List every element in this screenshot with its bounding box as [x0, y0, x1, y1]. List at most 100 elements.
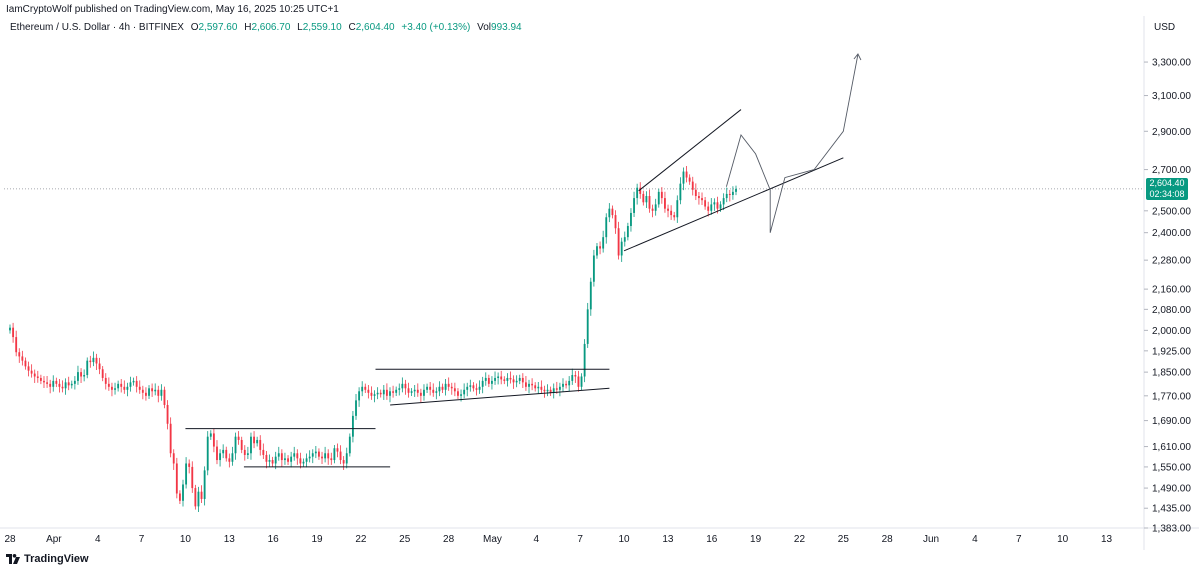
- candle-body: [287, 458, 289, 462]
- candle-body: [636, 187, 639, 199]
- candle-body: [36, 376, 39, 378]
- candle-body: [222, 449, 225, 454]
- candle-body: [27, 366, 30, 371]
- candle-body: [568, 380, 571, 386]
- candle-body: [15, 337, 18, 353]
- candle-body: [55, 380, 58, 384]
- candle-body: [611, 208, 614, 216]
- candle-body: [506, 377, 509, 381]
- candle-body: [268, 460, 271, 462]
- candle-body: [577, 376, 580, 387]
- candle-body: [599, 246, 601, 249]
- projection-arrow-head: [853, 53, 862, 61]
- y-tick-label: 2,700.00: [1152, 165, 1191, 176]
- candle-body: [114, 388, 116, 390]
- candle-body: [694, 189, 697, 197]
- candle-body: [382, 389, 385, 395]
- candle-body: [237, 436, 240, 440]
- candle-body: [49, 383, 52, 387]
- candle-body: [475, 388, 478, 390]
- x-tick-label: 4: [972, 534, 978, 545]
- candle-body: [457, 391, 459, 396]
- candle-body: [716, 202, 719, 209]
- candle-body: [305, 458, 308, 462]
- candle-body: [73, 380, 76, 384]
- candle-body: [478, 386, 481, 390]
- y-tick-label: 1,435.00: [1152, 504, 1191, 515]
- candle-body: [148, 388, 150, 396]
- tradingview-footer[interactable]: TradingView: [6, 551, 89, 567]
- candle-body: [89, 360, 92, 363]
- candle-body: [58, 383, 61, 387]
- currency-label[interactable]: USD: [1154, 22, 1176, 33]
- candle-body: [256, 439, 259, 444]
- last-price-tag: 2,604.40 02:34:08: [1146, 178, 1188, 200]
- candle-body: [194, 488, 197, 507]
- close-value: 2,604.40: [355, 22, 395, 33]
- candle-body: [571, 375, 574, 381]
- candle-body: [515, 380, 518, 383]
- candle-body: [361, 386, 364, 392]
- candle-body: [296, 453, 299, 459]
- bar-countdown: 02:34:08: [1149, 189, 1185, 199]
- candle-body: [401, 383, 404, 389]
- candle-body: [735, 188, 737, 192]
- candle-body: [197, 491, 200, 507]
- candle-body: [602, 237, 605, 249]
- x-tick-label: 28: [443, 534, 455, 545]
- candle-body: [129, 382, 132, 387]
- candle-body: [280, 453, 283, 461]
- candle-body: [491, 380, 493, 384]
- x-tick-label: 7: [139, 534, 145, 545]
- publisher-line: IamCryptoWolf published on TradingView.c…: [6, 4, 339, 15]
- candle-body: [630, 212, 632, 227]
- candle-body: [12, 327, 15, 338]
- candle-body: [466, 386, 469, 390]
- candle-body: [379, 392, 382, 395]
- candle-body: [259, 439, 262, 450]
- candle-body: [605, 217, 608, 238]
- candle-body: [633, 198, 635, 213]
- candle-body: [172, 453, 175, 464]
- y-tick-label: 1,490.00: [1152, 484, 1191, 495]
- candle-body: [61, 386, 64, 389]
- candle-body: [701, 198, 703, 201]
- candle-body: [358, 391, 361, 401]
- footer-brand: TradingView: [24, 553, 89, 565]
- candle-body: [423, 389, 425, 396]
- candle-body: [330, 458, 333, 461]
- candle-body: [460, 394, 462, 396]
- x-tick-label: 13: [1101, 534, 1113, 545]
- symbol-title[interactable]: Ethereum / U.S. Dollar · 4h · BITFINEX: [10, 22, 184, 33]
- candle-body: [145, 392, 147, 396]
- candle-body: [321, 456, 323, 459]
- tradingview-logo-icon: [6, 554, 20, 564]
- candle-body: [667, 208, 669, 211]
- candle-body: [302, 461, 305, 464]
- candle-body: [521, 377, 524, 383]
- candle-body: [463, 389, 466, 395]
- candle-body: [9, 327, 11, 331]
- candle-body: [64, 382, 67, 389]
- candle-body: [404, 383, 407, 389]
- candle-body: [117, 383, 120, 389]
- candle-body: [104, 377, 107, 384]
- candle-body: [728, 193, 731, 195]
- candle-body: [157, 389, 160, 396]
- candle-body: [617, 228, 620, 256]
- x-tick-label: 19: [750, 534, 762, 545]
- candle-body: [318, 451, 320, 457]
- candle-body: [107, 383, 110, 387]
- x-tick-label: 28: [4, 534, 16, 545]
- candle-body: [447, 383, 450, 387]
- candle-body: [52, 380, 55, 387]
- high-label: H: [244, 22, 252, 33]
- candle-body: [18, 352, 21, 357]
- candle-body: [265, 454, 268, 462]
- y-tick-label: 2,000.00: [1152, 326, 1191, 337]
- candle-body: [537, 386, 540, 389]
- candle-body: [472, 385, 475, 389]
- y-tick-label: 2,080.00: [1152, 305, 1191, 316]
- low-label: L: [297, 22, 303, 33]
